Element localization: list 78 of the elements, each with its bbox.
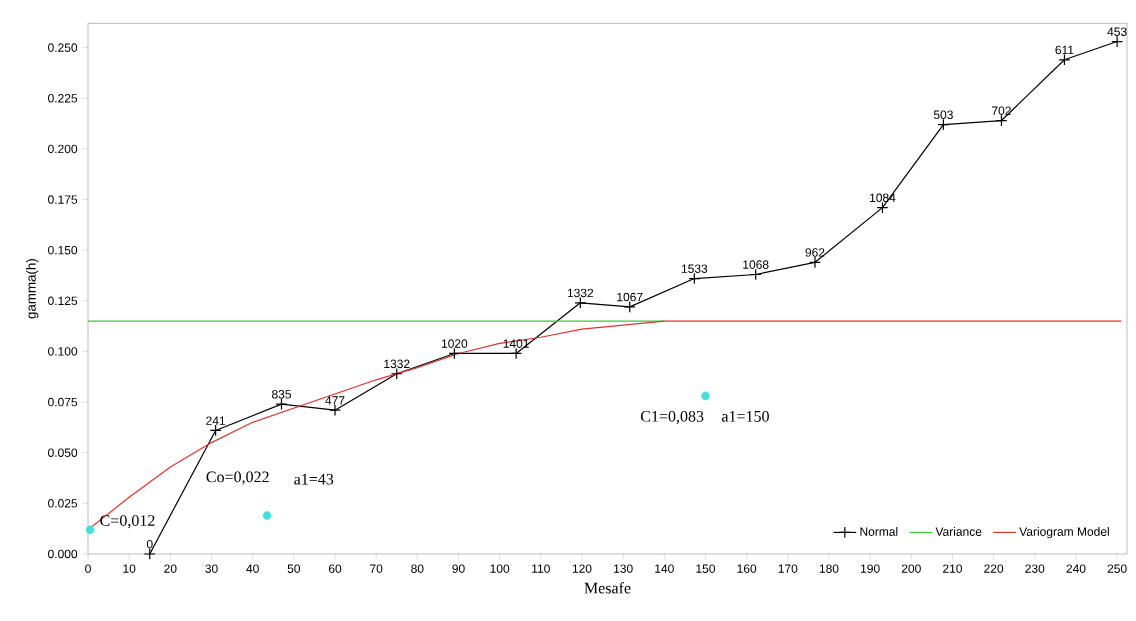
annotation: C1=0,083 <box>640 410 704 425</box>
annotation: a1=43 <box>294 473 334 485</box>
annotation: 0 <box>146 539 153 549</box>
y-axis-title: gamma(h) <box>26 259 39 319</box>
legend-label: Normal <box>860 527 898 536</box>
annotation: C=0,012 <box>100 515 155 529</box>
point <box>275 398 288 411</box>
x-tick-label: 70 <box>370 564 383 573</box>
x-tick-label: 20 <box>164 564 177 573</box>
annotation: 1020 <box>441 339 468 348</box>
point <box>510 347 523 360</box>
point <box>749 268 762 281</box>
legend-label: Variance <box>935 527 982 536</box>
point <box>262 511 272 520</box>
x-tick-label: 60 <box>328 564 342 573</box>
x-tick-label: 100 <box>490 564 510 573</box>
annotation: 1068 <box>743 260 769 269</box>
x-tick-label: 210 <box>943 564 962 573</box>
y-tick-label: 0.025 <box>48 499 78 508</box>
x-tick-label: 220 <box>984 564 1004 573</box>
x-tick-label: 90 <box>452 564 465 573</box>
annotation: 1332 <box>567 288 594 298</box>
x-tick-label: 170 <box>778 564 798 573</box>
point <box>1111 35 1124 48</box>
annotation: Co=0,022 <box>206 471 269 485</box>
point <box>209 424 222 437</box>
annotation: 1332 <box>384 359 410 369</box>
annotation: 241 <box>206 416 226 425</box>
x-tick-label: 160 <box>737 564 757 573</box>
point <box>937 118 950 131</box>
annotation: 1533 <box>681 264 708 273</box>
x-tick-label: 130 <box>614 564 633 573</box>
x-tick-label: 150 <box>696 564 716 573</box>
annotation: 503 <box>933 110 953 119</box>
x-tick-label: 200 <box>901 564 921 573</box>
x-axis-title: Mesafe <box>584 582 631 594</box>
y-tick-label: 0.075 <box>48 397 78 407</box>
point <box>448 347 461 360</box>
annotation: a1=150 <box>721 410 769 422</box>
x-tick-label: 230 <box>1025 564 1045 573</box>
y-tick-label: 0.050 <box>48 448 78 457</box>
point <box>809 256 821 269</box>
x-tick-label: 80 <box>411 564 424 573</box>
x-tick-label: 250 <box>1107 564 1127 573</box>
x-tick-label: 110 <box>532 564 550 573</box>
y-tick-label: 0.125 <box>48 296 78 306</box>
x-tick-label: 10 <box>123 564 136 573</box>
annotation: 702 <box>992 106 1011 115</box>
y-tick-label: 0.150 <box>48 245 78 255</box>
annotation: 835 <box>271 390 291 399</box>
y-tick-label: 0.000 <box>48 549 78 559</box>
point <box>995 114 1008 127</box>
point <box>688 272 701 285</box>
annotation: 962 <box>805 248 825 257</box>
x-tick-label: 40 <box>246 564 259 573</box>
y-tick-label: 0.200 <box>48 144 78 154</box>
x-tick-label: 190 <box>861 564 880 573</box>
x-tick-label: 180 <box>819 564 839 573</box>
point <box>329 404 341 417</box>
y-tick-label: 0.175 <box>48 195 78 204</box>
point <box>85 525 95 534</box>
point <box>701 391 710 401</box>
x-tick-label: 50 <box>287 564 301 573</box>
point <box>143 548 156 560</box>
legend-label: Variogram Model <box>1019 527 1109 539</box>
x-tick-label: 240 <box>1066 564 1086 573</box>
x-tick-label: 120 <box>572 564 592 573</box>
annotation: 611 <box>1055 45 1074 55</box>
annotation: 1067 <box>617 292 643 302</box>
x-tick-label: 140 <box>655 564 674 573</box>
annotation: 477 <box>325 396 345 405</box>
annotation: 453 <box>1107 27 1127 36</box>
y-tick-label: 0.225 <box>48 94 78 103</box>
point <box>876 201 889 214</box>
y-tick-label: 0.100 <box>48 347 78 356</box>
y-tick-label: 0.250 <box>48 43 78 52</box>
x-tick-label: 30 <box>205 564 218 573</box>
x-tick-label: 0 <box>85 564 91 573</box>
